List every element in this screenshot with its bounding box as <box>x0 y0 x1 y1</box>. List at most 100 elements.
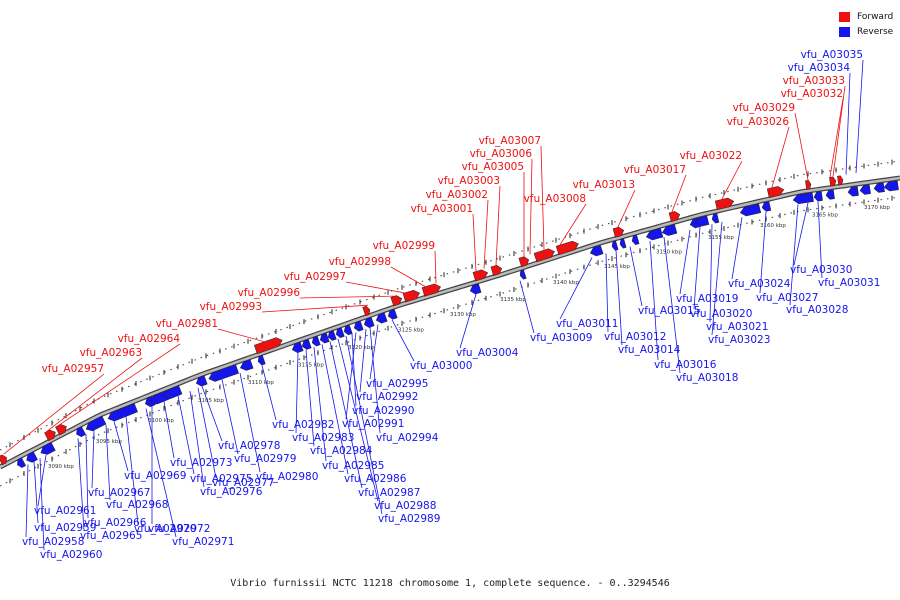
reverse-gene-label: vfu_A03019 <box>676 293 738 305</box>
forward-gene-arrow <box>253 337 283 355</box>
reverse-gene-arrow <box>619 238 627 249</box>
reverse-gene-arrow <box>239 359 254 371</box>
legend-forward: Forward <box>839 9 893 24</box>
forward-gene-arrow <box>518 256 530 268</box>
reverse-leader-line <box>459 294 477 349</box>
forward-gene-arrow <box>0 454 7 466</box>
reverse-gene-arrow <box>195 375 208 387</box>
reverse-leader-line <box>369 324 379 380</box>
forward-gene-label: vfu_A03034 <box>788 62 851 74</box>
reverse-gene-label: vfu_A03015 <box>638 305 700 317</box>
forward-gene-arrow <box>766 186 785 198</box>
reverse-gene-label: vfu_A02965 <box>80 530 142 542</box>
reverse-leader-line <box>759 211 767 294</box>
forward-gene-arrow <box>668 211 681 222</box>
reverse-gene-label: vfu_A02986 <box>344 473 407 485</box>
reverse-leader-line <box>559 257 593 320</box>
reverse-leader-line <box>321 344 349 475</box>
reverse-gene-arrow-shape <box>859 184 871 195</box>
reverse-leader-line <box>711 221 723 336</box>
reverse-gene-label: vfu_A02995 <box>366 378 428 390</box>
reverse-leader-line <box>113 421 129 472</box>
axis-tick-label: 3160 kbp <box>760 223 786 229</box>
reverse-gene-label: vfu_A03009 <box>530 332 592 344</box>
reverse-gene-arrow <box>363 316 375 328</box>
forward-gene-arrow-shape <box>805 180 812 190</box>
forward-gene-arrow-shape <box>402 289 421 303</box>
reverse-gene-arrow <box>661 224 678 236</box>
forward-leader-line <box>45 357 143 433</box>
forward-gene-arrow <box>555 240 579 256</box>
forward-leader-line <box>845 72 851 175</box>
forward-gene-label: vfu_A02997 <box>284 271 346 283</box>
forward-gene-arrow <box>362 305 371 317</box>
axis-tick-label: 3110 kbp <box>248 380 274 386</box>
forward-gene-arrow-shape <box>612 226 625 238</box>
reverse-gene-label: vfu_A02959 <box>34 522 96 534</box>
reverse-leader-line <box>77 438 85 532</box>
reverse-gene-arrow-shape <box>208 364 239 382</box>
reverse-leader-line <box>189 390 205 488</box>
reverse-gene-arrow-shape <box>327 330 337 341</box>
reverse-gene-label: vfu_A02978 <box>218 440 280 452</box>
reverse-gene-arrow <box>335 327 345 338</box>
reverse-leader-line <box>649 240 659 361</box>
reverse-gene-arrow <box>813 191 823 202</box>
reverse-gene-label: vfu_A03011 <box>556 318 618 330</box>
reverse-gene-label: vfu_A02992 <box>356 391 418 403</box>
forward-gene-label: vfu_A03013 <box>573 179 635 191</box>
reverse-gene-label: vfu_A02991 <box>342 418 404 430</box>
forward-leader-line <box>855 59 864 174</box>
forward-leader-line <box>434 250 437 284</box>
forward-gene-arrow <box>714 197 735 211</box>
reverse-gene-arrow-shape <box>883 180 899 192</box>
reverse-gene-label: vfu_A02958 <box>22 536 84 548</box>
forward-swatch <box>839 11 850 22</box>
reverse-leader-line <box>91 430 95 489</box>
forward-gene-label: vfu_A02963 <box>80 347 142 359</box>
reverse-gene-arrow <box>208 364 239 382</box>
forward-gene-arrow <box>829 176 837 187</box>
reverse-leader-line <box>605 253 609 333</box>
reverse-leader-line <box>221 379 239 455</box>
reverse-gene-arrow-shape <box>589 244 604 257</box>
axis-tick-label: 3150 kbp <box>656 249 682 255</box>
reverse-leader-line <box>793 202 809 266</box>
reverse-gene-arrow-shape <box>739 203 762 217</box>
reverse-leader-line <box>693 226 701 310</box>
reverse-gene-arrow <box>353 320 364 332</box>
reverse-gene-arrow <box>695 215 710 227</box>
forward-gene-label: vfu_A03002 <box>426 189 488 201</box>
reverse-gene-label: vfu_A03030 <box>790 264 852 276</box>
reverse-gene-label: vfu_A02983 <box>292 432 354 444</box>
axis-tick-label: 3155 kbp <box>708 235 734 241</box>
reverse-leader-line <box>25 464 29 538</box>
reverse-leader-line <box>39 458 45 551</box>
forward-gene-label: vfu_A03022 <box>680 150 742 162</box>
reverse-gene-arrow-shape <box>291 341 304 353</box>
reverse-gene-arrow-shape <box>519 269 527 280</box>
reverse-gene-arrow-shape <box>873 182 885 193</box>
backbone-line <box>0 176 900 469</box>
forward-leader-line <box>721 160 743 200</box>
reverse-swatch <box>839 26 850 37</box>
legend-forward-label: Forward <box>857 11 894 22</box>
reverse-gene-label: vfu_A03023 <box>708 334 770 346</box>
legend: Forward Reverse <box>839 9 893 39</box>
reverse-gene-arrow-shape <box>619 238 627 249</box>
reverse-gene-label: vfu_A02960 <box>40 549 102 561</box>
reverse-leader-line <box>391 319 415 362</box>
reverse-gene-label: vfu_A02987 <box>358 487 420 499</box>
reverse-gene-arrow-shape <box>319 332 330 344</box>
reverse-gene-label: vfu_A02970 <box>134 523 196 535</box>
reverse-gene-arrow-shape <box>107 403 138 422</box>
forward-leader-line <box>345 281 405 294</box>
forward-gene-arrow-shape <box>44 429 56 442</box>
forward-leader-line <box>217 328 265 342</box>
forward-gene-label: vfu_A03006 <box>470 148 533 160</box>
reverse-gene-label: vfu_A02976 <box>200 486 263 498</box>
forward-gene-label: vfu_A03017 <box>624 164 686 176</box>
reverse-gene-arrow-shape <box>239 359 254 371</box>
reverse-gene-arrow-shape <box>257 355 266 366</box>
